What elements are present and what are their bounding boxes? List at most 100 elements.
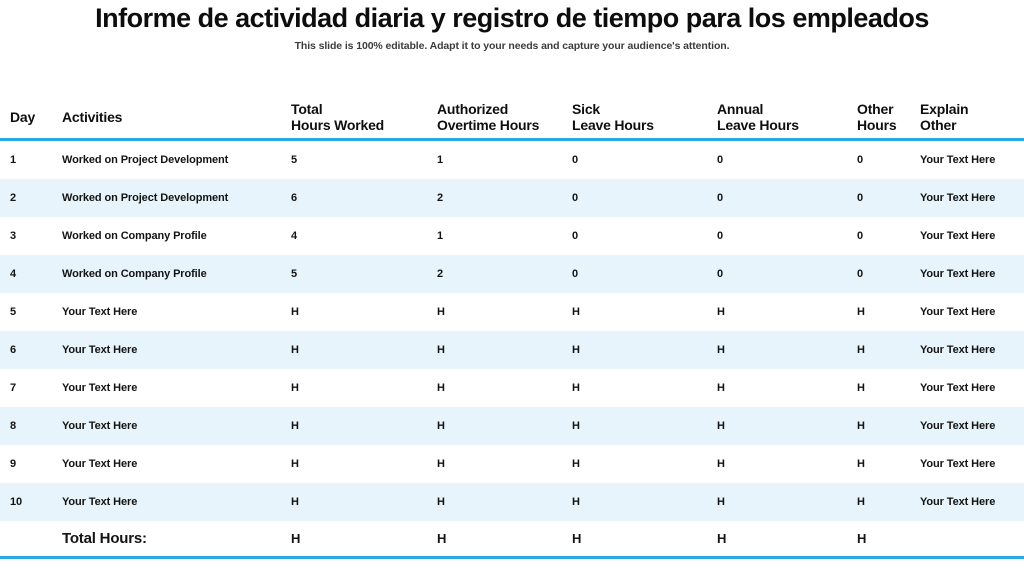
cell-sick: 0 (572, 268, 579, 280)
cell-day: 3 (10, 230, 17, 242)
cell-explain: Your Text Here (920, 306, 996, 318)
column-header-sick-leave-hours: Sick Leave Hours (572, 101, 717, 133)
cell-activities: Worked on Project Development (62, 154, 229, 166)
cell-activities: Your Text Here (62, 382, 138, 394)
cell-other: H (857, 306, 865, 318)
cell-day: 8 (10, 420, 17, 432)
cell-other: H (857, 458, 865, 470)
cell-overtime: H (437, 458, 445, 470)
column-header-label: Other (920, 116, 957, 133)
column-header-label: Sick (572, 100, 600, 117)
cell-overtime: 2 (437, 192, 444, 204)
column-header-authorized-overtime-hours: Authorized Overtime Hours (437, 101, 572, 133)
cell-total: 6 (291, 192, 298, 204)
cell-overtime: H (437, 496, 445, 508)
cell-sick: H (572, 458, 580, 470)
cell-activities: Your Text Here (62, 306, 138, 318)
cell-day: 10 (10, 496, 23, 508)
cell-annual: 0 (717, 154, 724, 166)
total-hours-label: Total Hours: (62, 530, 147, 547)
cell-day: 4 (10, 268, 17, 280)
table-total-row: Total Hours: H H H H H (0, 521, 1024, 559)
cell-annual: H (717, 458, 725, 470)
cell-other: 0 (857, 268, 864, 280)
cell-overtime: 1 (437, 154, 444, 166)
cell-activities: Your Text Here (62, 496, 138, 508)
column-header-label: Leave Hours (717, 116, 799, 133)
table-row: 3 Worked on Company Profile 4 1 0 0 0 Your Text… (0, 217, 1024, 255)
cell-total: H (291, 420, 299, 432)
cell-annual: 0 (717, 192, 724, 204)
cell-total: 4 (291, 230, 298, 242)
cell-annual: H (717, 420, 725, 432)
column-header-label: Overtime Hours (437, 116, 540, 133)
column-header-label: Day (10, 108, 36, 125)
cell-activities: Your Text Here (62, 458, 138, 470)
column-header-label: Hours (857, 116, 897, 133)
total-other-hours-value: H (857, 531, 867, 546)
cell-explain: Your Text Here (920, 382, 996, 394)
cell-activities: Worked on Project Development (62, 192, 229, 204)
cell-total: H (291, 496, 299, 508)
cell-explain: Your Text Here (920, 496, 996, 508)
column-header-total-hours-worked: Total Hours Worked (291, 101, 437, 133)
cell-other: H (857, 420, 865, 432)
slide-title: Informe de actividad diaria y registro d… (95, 3, 929, 33)
column-header-other-hours: Other Hours (857, 101, 920, 133)
slide-subtitle: This slide is 100% editable. Adapt it to… (294, 40, 730, 52)
cell-other: 0 (857, 154, 864, 166)
cell-total: H (291, 458, 299, 470)
column-header-explain-other: Explain Other (920, 101, 1014, 133)
cell-day: 2 (10, 192, 17, 204)
cell-overtime: H (437, 382, 445, 394)
column-header-label: Leave Hours (572, 116, 654, 133)
cell-overtime: H (437, 306, 445, 318)
cell-activities: Your Text Here (62, 344, 138, 356)
cell-day: 1 (10, 154, 17, 166)
cell-day: 5 (10, 306, 17, 318)
cell-day: 9 (10, 458, 17, 470)
cell-total: H (291, 344, 299, 356)
cell-day: 7 (10, 382, 17, 394)
cell-annual: H (717, 382, 725, 394)
total-hours-worked-value: H (291, 531, 301, 546)
table-row: 5 Your Text Here H H H H H Your Text Here (0, 293, 1024, 331)
cell-total: H (291, 382, 299, 394)
table-row: 4 Worked on Company Profile 5 2 0 0 0 Your Text… (0, 255, 1024, 293)
column-header-label: Authorized (437, 100, 509, 117)
cell-annual: H (717, 496, 725, 508)
table-row: 7 Your Text Here H H H H H Your Text Here (0, 369, 1024, 407)
column-header-label: Annual (717, 100, 764, 117)
column-header-annual-leave-hours: Annual Leave Hours (717, 101, 857, 133)
total-annual-leave-value: H (717, 531, 727, 546)
table-body: 1 Worked on Project Development 5 1 0 0 0 Your … (0, 141, 1024, 521)
cell-annual: 0 (717, 230, 724, 242)
cell-day: 6 (10, 344, 17, 356)
table-row: 9 Your Text Here H H H H H Your Text Here (0, 445, 1024, 483)
table-header-row: Day Activities Total Hours Worked Author… (0, 95, 1024, 141)
cell-sick: 0 (572, 230, 579, 242)
cell-activities: Your Text Here (62, 420, 138, 432)
cell-explain: Your Text Here (920, 192, 996, 204)
cell-activities: Worked on Company Profile (62, 268, 207, 280)
total-overtime-value: H (437, 531, 447, 546)
column-header-activities: Activities (62, 109, 291, 125)
table-row: 6 Your Text Here H H H H H Your Text Here (0, 331, 1024, 369)
cell-total: H (291, 306, 299, 318)
cell-other: 0 (857, 230, 864, 242)
cell-other: H (857, 496, 865, 508)
cell-total: 5 (291, 154, 298, 166)
table-row: 8 Your Text Here H H H H H Your Text Here (0, 407, 1024, 445)
cell-sick: H (572, 344, 580, 356)
column-header-label: Total (291, 100, 323, 117)
cell-explain: Your Text Here (920, 154, 996, 166)
total-sick-leave-value: H (572, 531, 582, 546)
cell-sick: H (572, 496, 580, 508)
cell-annual: H (717, 344, 725, 356)
cell-explain: Your Text Here (920, 230, 996, 242)
cell-explain: Your Text Here (920, 420, 996, 432)
column-header-label: Explain (920, 100, 969, 117)
column-header-label: Other (857, 100, 894, 117)
cell-explain: Your Text Here (920, 268, 996, 280)
